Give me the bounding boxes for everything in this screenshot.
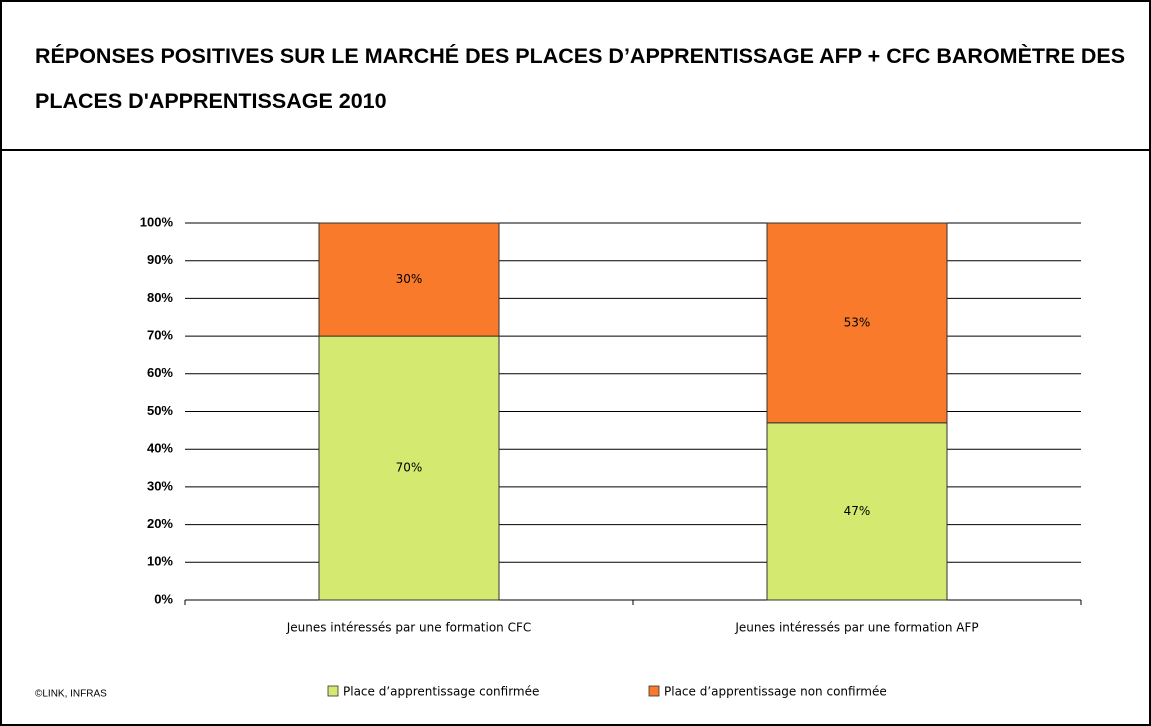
y-tick-label: 20%	[147, 516, 173, 531]
bar-segment	[318, 335, 500, 601]
y-tick-label: 30%	[147, 478, 173, 493]
chart-title: RÉPONSES POSITIVES SUR LE MARCHÉ DES PLA…	[35, 44, 1126, 113]
data-label: 47%	[844, 504, 871, 518]
legend-label: Place d’apprentissage non confirmée	[664, 685, 887, 699]
y-tick-label: 0%	[154, 591, 173, 606]
y-tick-label: 10%	[147, 554, 173, 569]
legend-swatch	[648, 685, 660, 697]
header-rule	[0, 149, 1151, 151]
data-label: 70%	[396, 461, 423, 475]
x-tick-label: Jeunes intéressés par une formation AFP	[734, 621, 978, 635]
y-tick-label: 80%	[147, 290, 173, 305]
y-tick-label: 50%	[147, 403, 173, 418]
bar-segment	[318, 222, 500, 337]
legend-label: Place d’apprentissage confirmée	[343, 685, 539, 699]
y-tick-label: 60%	[147, 365, 173, 380]
data-label: 30%	[396, 272, 423, 286]
data-label: 53%	[844, 315, 871, 329]
bar-segment	[766, 222, 948, 424]
bar-segment	[766, 422, 948, 601]
y-tick-label: 100%	[140, 214, 174, 229]
legend-swatch	[327, 685, 339, 697]
y-tick-label: 70%	[147, 328, 173, 343]
y-tick-label: 90%	[147, 252, 173, 267]
source: ©LINK, INFRAS	[35, 689, 107, 700]
y-tick-label: 40%	[147, 441, 173, 456]
x-tick-label: Jeunes intéressés par une formation CFC	[286, 621, 532, 635]
